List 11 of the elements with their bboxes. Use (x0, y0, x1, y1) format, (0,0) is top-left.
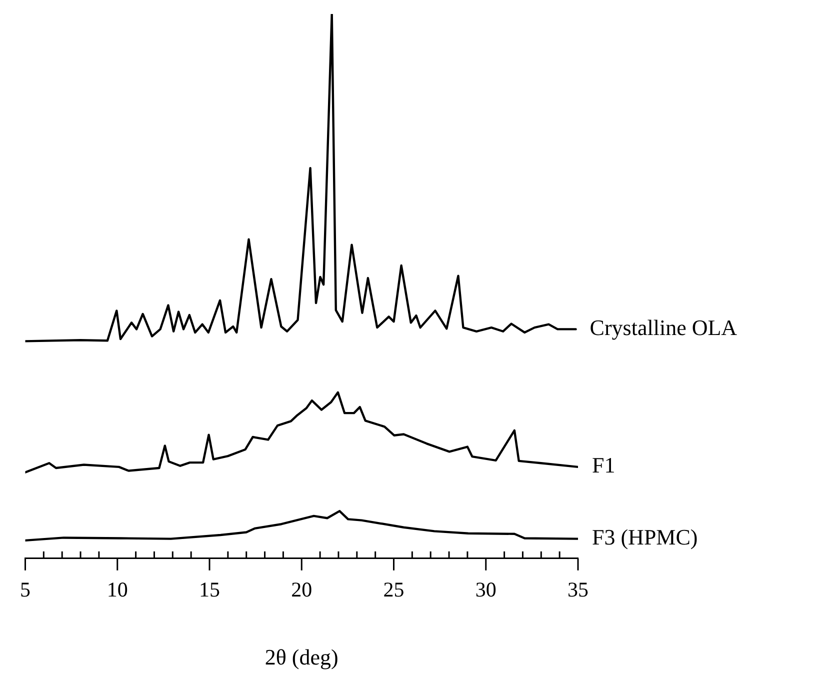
series-label: F3 (HPMC) (592, 524, 698, 550)
x-tick-label: 5 (20, 578, 30, 602)
series-label: Crystalline OLA (590, 314, 738, 340)
x-tick-label: 10 (106, 578, 128, 602)
x-axis-title: 2θ (deg) (264, 644, 338, 670)
series-label: F1 (592, 452, 616, 478)
x-tick-label: 20 (291, 578, 312, 602)
x-tick-label: 35 (568, 578, 588, 602)
x-tick-label: 30 (475, 578, 496, 602)
x-tick-label: 25 (383, 578, 404, 602)
x-tick-label: 15 (199, 578, 220, 602)
